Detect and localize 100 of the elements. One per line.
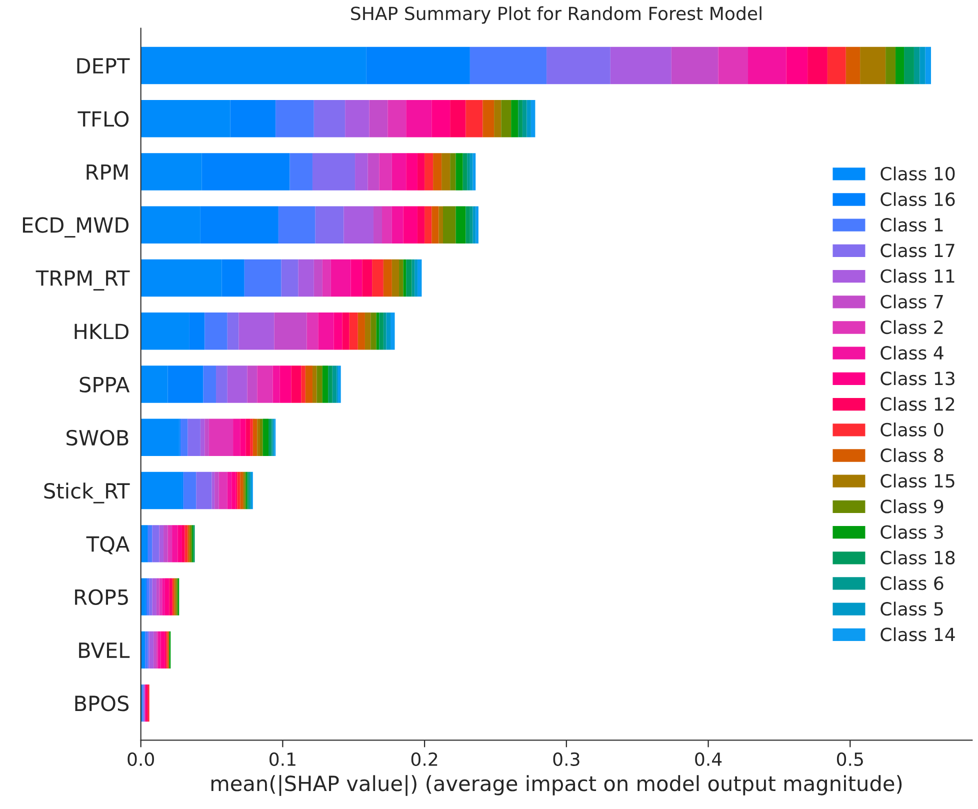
x-tick-label: 0.2 — [411, 752, 438, 766]
bar — [314, 259, 322, 297]
bar — [250, 418, 253, 456]
bar — [370, 312, 376, 350]
bar — [280, 366, 292, 403]
bar — [432, 206, 439, 244]
bar — [466, 100, 483, 138]
bar — [203, 366, 216, 403]
y-tick-label: TQA — [86, 536, 130, 554]
bar — [268, 418, 272, 456]
bar — [240, 418, 246, 456]
legend-label: Class 5 — [880, 602, 943, 616]
bar — [164, 525, 168, 562]
bar — [159, 525, 164, 562]
bar — [178, 525, 182, 562]
bar — [424, 153, 434, 190]
y-tick-label: SPPA — [80, 376, 130, 392]
bar — [403, 206, 418, 244]
bar — [183, 472, 196, 510]
legend-label: Class 0 — [880, 422, 944, 436]
bar — [417, 206, 425, 244]
bar — [406, 100, 432, 138]
bar — [318, 312, 334, 350]
bar — [164, 578, 170, 616]
bar — [476, 206, 478, 244]
bar — [298, 259, 314, 297]
bar — [330, 259, 351, 297]
bar — [272, 366, 280, 403]
bar — [442, 206, 456, 244]
legend-label: Class 9 — [880, 499, 944, 514]
x-axis-title: mean(|SHAP value|) (average impact on model output magnitude) — [211, 775, 902, 796]
bar — [216, 366, 228, 403]
y-tick-label: DEPT — [77, 58, 130, 74]
bar — [342, 312, 350, 350]
bar — [156, 578, 160, 616]
bar — [786, 46, 808, 84]
bar — [494, 100, 502, 138]
bar — [149, 631, 154, 669]
bar — [406, 259, 412, 297]
y-tick-label: BVEL — [79, 642, 130, 658]
bar — [390, 312, 395, 350]
bar — [369, 100, 388, 138]
bar — [399, 259, 404, 297]
bar — [276, 100, 314, 138]
bar — [238, 312, 274, 350]
bar — [140, 472, 182, 510]
legend-label: Class 17 — [880, 243, 954, 258]
bar — [364, 312, 371, 350]
bar — [462, 153, 468, 190]
chart-title: SHAP Summary Plot for Random Forest Model — [351, 6, 762, 24]
y-tick-label: TRPM_RT — [36, 270, 130, 291]
x-tick-label: 0.0 — [128, 752, 154, 766]
y-tick-label: ECD_MWD — [22, 217, 128, 238]
bar — [417, 153, 425, 190]
legend-label: Class 7 — [880, 294, 943, 308]
bar — [386, 312, 391, 350]
bar — [470, 46, 547, 84]
bar — [290, 153, 312, 190]
bar — [247, 366, 258, 403]
bar — [382, 206, 392, 244]
bar — [511, 100, 518, 138]
bar — [373, 206, 382, 244]
bar — [345, 100, 370, 138]
bar — [432, 100, 450, 138]
bar — [316, 366, 322, 403]
bar — [306, 312, 318, 350]
bar — [154, 631, 156, 669]
bar — [281, 259, 298, 297]
bar — [383, 259, 392, 297]
bar — [246, 418, 250, 456]
y-tick-label: SWOB — [66, 430, 128, 446]
legend-label: Class 15 — [880, 474, 954, 488]
bar — [358, 312, 365, 350]
bar — [860, 46, 886, 84]
bar — [252, 418, 258, 456]
bar — [334, 312, 342, 350]
y-tick-label: RPM — [86, 164, 128, 180]
bar — [312, 366, 317, 403]
bar — [718, 46, 748, 84]
bar — [260, 418, 263, 456]
bar — [244, 259, 282, 297]
bar — [470, 153, 473, 190]
bar — [322, 366, 328, 403]
bar — [920, 46, 926, 84]
bar — [146, 578, 150, 616]
bar — [218, 472, 228, 510]
bar — [301, 366, 306, 403]
bar — [257, 366, 273, 403]
bar — [172, 525, 178, 562]
bar — [305, 366, 312, 403]
bar — [227, 366, 248, 403]
y-tick-label: Stick_RT — [44, 482, 130, 504]
bar — [914, 46, 920, 84]
bar — [291, 366, 302, 403]
bar — [482, 100, 494, 138]
x-tick-label: 0.4 — [695, 752, 722, 766]
bar — [214, 472, 219, 510]
bar — [152, 578, 156, 616]
bar — [368, 153, 380, 190]
bar — [671, 46, 718, 84]
